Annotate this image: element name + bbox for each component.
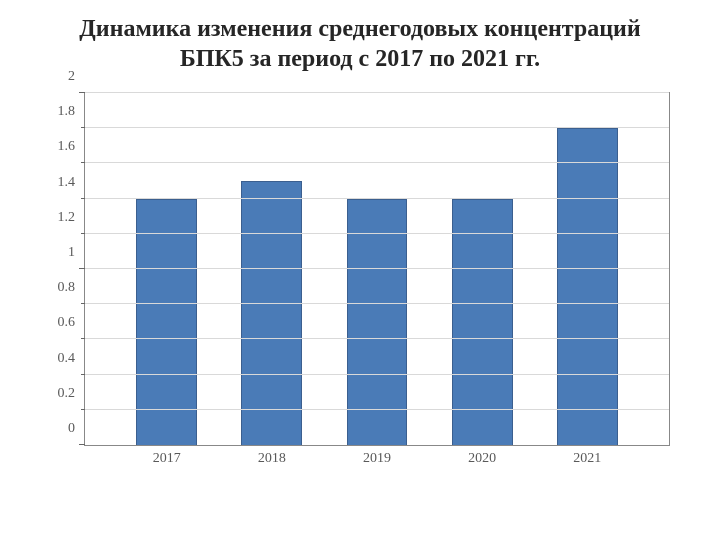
- y-tick-major: [79, 92, 85, 93]
- y-axis-label: 0.6: [58, 315, 76, 331]
- grid-line: [85, 162, 669, 163]
- y-axis-label: 1.6: [58, 139, 76, 155]
- y-tick-minor: [81, 338, 85, 339]
- bar: [241, 181, 302, 445]
- grid-line: [85, 268, 669, 269]
- chart-title: Динамика изменения среднегодовых концент…: [40, 14, 680, 74]
- y-axis-label: 1.2: [58, 210, 76, 226]
- bars-layer: [85, 93, 669, 445]
- y-axis-label: 1: [68, 245, 75, 261]
- x-axis-label: 2020: [468, 451, 496, 467]
- chart-title-line1: Динамика изменения среднегодовых концент…: [79, 16, 640, 42]
- bar-chart: 00.20.40.60.811.21.41.61.822017201820192…: [40, 92, 680, 472]
- x-axis-label: 2021: [573, 451, 601, 467]
- y-axis-label: 2: [68, 69, 75, 85]
- page: Динамика изменения среднегодовых концент…: [0, 0, 720, 540]
- y-axis-label: 0.2: [58, 386, 76, 402]
- y-tick-minor: [81, 233, 85, 234]
- grid-line: [85, 233, 669, 234]
- x-axis-label: 2019: [363, 451, 391, 467]
- plot-area: 00.20.40.60.811.21.41.61.822017201820192…: [84, 92, 670, 446]
- grid-line: [85, 127, 669, 128]
- y-axis-label: 1.8: [58, 104, 76, 120]
- y-axis-label: 0.8: [58, 280, 76, 296]
- grid-line: [85, 338, 669, 339]
- y-tick-minor: [81, 303, 85, 304]
- y-axis-label: 0: [68, 421, 75, 437]
- y-axis-label: 1.4: [58, 175, 76, 191]
- y-tick-minor: [81, 162, 85, 163]
- y-tick-major: [79, 444, 85, 445]
- grid-line: [85, 92, 669, 93]
- y-tick-minor: [81, 374, 85, 375]
- y-tick-minor: [81, 198, 85, 199]
- bar: [557, 128, 618, 445]
- x-axis-label: 2017: [153, 451, 181, 467]
- grid-line: [85, 409, 669, 410]
- y-axis-label: 0.4: [58, 351, 76, 367]
- y-tick-minor: [81, 409, 85, 410]
- grid-line: [85, 198, 669, 199]
- grid-line: [85, 303, 669, 304]
- chart-title-line2: БПК5 за период с 2017 по 2021 гг.: [180, 46, 540, 72]
- y-tick-minor: [81, 127, 85, 128]
- grid-line: [85, 374, 669, 375]
- x-axis-label: 2018: [258, 451, 286, 467]
- y-tick-major: [79, 268, 85, 269]
